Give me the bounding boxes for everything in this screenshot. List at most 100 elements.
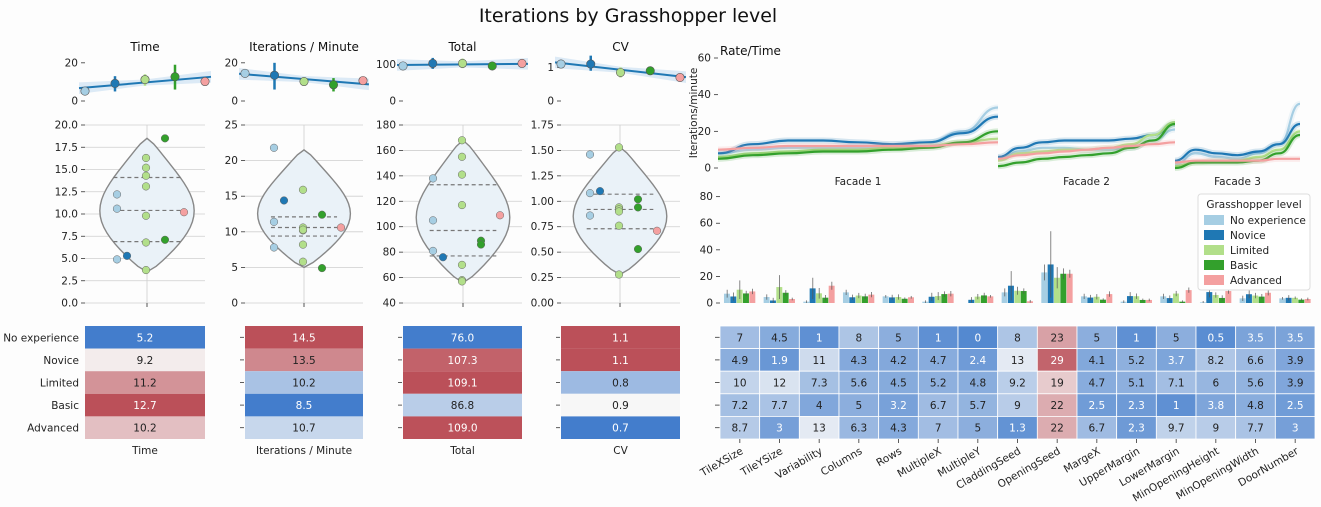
y-tick-label: 20 xyxy=(698,126,711,138)
heat-cell xyxy=(403,326,522,349)
data-point xyxy=(141,163,151,172)
heat-col-label: Time xyxy=(131,445,158,457)
data-point xyxy=(457,152,467,161)
trend-panel-trend-time: Time 0 20 xyxy=(65,40,212,108)
data-point xyxy=(269,243,279,252)
bar xyxy=(855,295,862,303)
bar xyxy=(895,297,902,303)
facet-label: Facade 1 xyxy=(835,176,882,188)
data-point xyxy=(122,251,132,260)
rate-time-ylabel: Iterations/minute xyxy=(688,68,700,159)
y-tick-label: 180 xyxy=(376,120,396,132)
bar xyxy=(1258,296,1265,303)
data-point xyxy=(141,238,151,247)
mean-point xyxy=(615,67,625,77)
heat-cell-value: 4.2 xyxy=(890,355,907,367)
mean-point xyxy=(200,77,210,87)
heat-col-label: MultipleX xyxy=(895,445,943,480)
heat-cell-value: 8.2 xyxy=(1207,355,1224,367)
mean-point xyxy=(586,59,596,69)
legend-swatch xyxy=(1204,275,1224,285)
y-tick-label: 40 xyxy=(700,244,713,256)
heat-cell-value: 2.5 xyxy=(1088,400,1105,412)
heat-cell-value: 2.3 xyxy=(1128,423,1145,435)
bar xyxy=(1106,294,1113,303)
series-line xyxy=(997,122,1176,168)
data-point xyxy=(269,217,279,226)
legend-swatch xyxy=(1204,215,1224,225)
bar xyxy=(882,296,889,303)
heat-cell-value: 1 xyxy=(935,332,942,344)
data-point xyxy=(317,264,327,273)
heat-cell-value: 1.1 xyxy=(612,355,629,367)
heat-cell xyxy=(85,393,205,417)
bar xyxy=(1291,297,1298,303)
violin-panel-violin-total: 40 60 80 100 120 140 160 180 xyxy=(376,120,522,310)
param-heatmap: 7 4.5 1 8 5 1 0 8 23 5 1 5 0.5 3.5 3.54.9 1.9 11 4.3 4.2 4.… xyxy=(698,325,1316,504)
heat-cell-value: 5 xyxy=(1173,332,1180,344)
heat-cell-value: 6.7 xyxy=(930,400,947,412)
heat-cell-value: 12 xyxy=(773,378,786,390)
heat-cell xyxy=(561,348,680,372)
heat-cell-value: 10.7 xyxy=(292,423,315,435)
heat-cell xyxy=(245,416,363,439)
heat-cell-value: 6.7 xyxy=(1088,423,1105,435)
bar xyxy=(1053,277,1060,303)
heat-cell xyxy=(245,371,363,394)
heat-cell-value: 10.2 xyxy=(133,423,156,435)
data-point xyxy=(633,195,643,204)
heat-cell-value: 1 xyxy=(1133,332,1140,344)
heat-cell-value: 5.7 xyxy=(969,400,986,412)
bar xyxy=(1041,272,1048,303)
heat-cell-value: 6.6 xyxy=(1247,355,1264,367)
bar xyxy=(1265,292,1271,303)
heat-cell-value: 7.7 xyxy=(771,400,788,412)
y-tick-label: 60 xyxy=(698,53,711,65)
heat-cell-value: 5 xyxy=(974,423,981,435)
heat-cell-value: 5.6 xyxy=(1247,378,1264,390)
mean-point xyxy=(556,59,566,69)
heat-row-label: Advanced xyxy=(27,423,79,435)
bar xyxy=(1298,299,1305,303)
bar xyxy=(782,292,789,303)
heat-row-label: Novice xyxy=(43,355,79,367)
data-point xyxy=(614,221,624,230)
legend-swatch xyxy=(1204,230,1224,240)
facet-label: Facade 3 xyxy=(1214,176,1261,188)
heat-cell-value: 2.3 xyxy=(1128,400,1145,412)
data-point xyxy=(428,216,438,225)
bar xyxy=(1212,295,1219,303)
data-point xyxy=(457,277,467,286)
data-point xyxy=(179,208,189,217)
heat-cell-value: 22 xyxy=(1050,423,1063,435)
y-tick-label: 0 xyxy=(71,96,78,108)
data-point xyxy=(614,143,624,152)
bar xyxy=(908,297,914,303)
data-point xyxy=(457,170,467,179)
y-tick-label: 1.75 xyxy=(531,120,554,132)
heat-cell-value: 1.1 xyxy=(612,332,629,344)
data-point xyxy=(614,207,624,216)
heat-cell xyxy=(561,393,680,417)
bar xyxy=(1080,296,1087,303)
heat-cell-value: 4.8 xyxy=(969,378,986,390)
heat-cell xyxy=(85,371,205,394)
y-tick-label: 15 xyxy=(225,191,238,203)
bar xyxy=(1304,299,1311,303)
mean-point xyxy=(299,77,309,87)
data-point xyxy=(633,203,643,212)
bar xyxy=(901,298,908,303)
heat-row-label: Basic xyxy=(51,400,79,412)
heat-cell-value: 2.5 xyxy=(1287,400,1304,412)
heat-cell-value: 9 xyxy=(1212,423,1219,435)
bar xyxy=(723,293,730,303)
y-tick-label: 25 xyxy=(225,120,238,132)
y-tick-label: 80 xyxy=(700,191,713,203)
bar xyxy=(941,294,948,303)
heat-cell-value: 5.2 xyxy=(137,332,154,344)
panel-title: Iterations / Minute xyxy=(249,40,359,54)
trend-panel-trend-ipm: Iterations / Minute 0 20 xyxy=(225,40,369,108)
y-tick-label: 15.0 xyxy=(55,164,78,176)
mean-point xyxy=(487,61,497,71)
heat-cell-value: 4.1 xyxy=(1088,355,1105,367)
